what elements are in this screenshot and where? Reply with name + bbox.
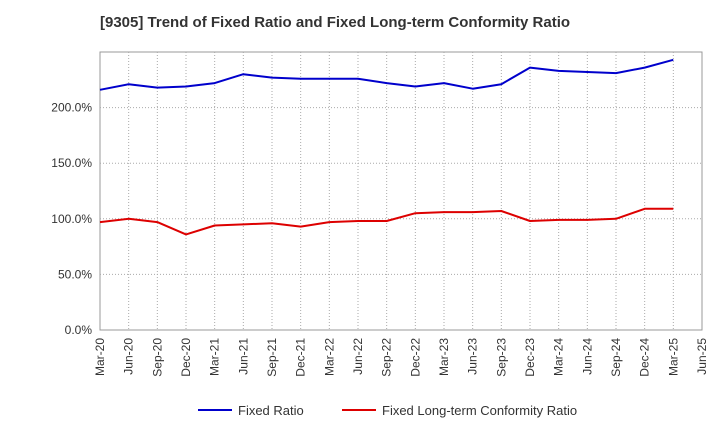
axis-layer: 0.0% 50.0% 100.0% 150.0% 200.0% Mar-20 Jun-20 S… [51, 101, 709, 377]
grid-layer [99, 51, 703, 331]
series-line-1 [99, 58, 674, 91]
chart-title: [9305] Trend of Fixed Ratio and Fixed Lo… [100, 14, 571, 31]
x-tick-label: Jun-20 [122, 338, 136, 375]
y-tick-label: 100.0% [51, 212, 92, 226]
y-tick-label: 0.0% [65, 323, 93, 337]
x-tick-label: Jun-24 [580, 338, 594, 375]
x-tick-label: Jun-21 [236, 338, 250, 375]
x-tick-label: Dec-23 [523, 338, 537, 377]
y-tick-label: 200.0% [51, 101, 92, 115]
y-tick-label: 150.0% [51, 156, 92, 170]
x-tick-label: Mar-24 [552, 338, 566, 376]
y-tick-label: 50.0% [58, 267, 92, 281]
x-tick-label: Mar-22 [322, 338, 336, 376]
legend: Fixed Ratio Fixed Long-term Conformity Ra… [198, 403, 577, 418]
x-tick-label: Sep-20 [150, 338, 164, 377]
x-tick-label: Jun-25 [695, 338, 709, 375]
legend-label-2: Fixed Long-term Conformity Ratio [382, 403, 577, 418]
x-tick-label: Mar-23 [437, 338, 451, 376]
x-tick-label: Dec-22 [408, 338, 422, 377]
x-tick-label: Sep-21 [265, 338, 279, 377]
x-tick-label: Sep-22 [380, 338, 394, 377]
x-tick-label: Dec-24 [638, 338, 652, 377]
series-layer [99, 58, 674, 236]
x-tick-label: Mar-20 [93, 338, 107, 376]
series-line-2 [99, 207, 674, 236]
x-tick-label: Jun-22 [351, 338, 365, 375]
x-tick-label: Dec-21 [294, 338, 308, 377]
legend-label-1: Fixed Ratio [238, 403, 304, 418]
x-tick-label: Sep-23 [494, 338, 508, 377]
x-tick-label: Mar-21 [208, 338, 222, 376]
x-tick-label: Dec-20 [179, 338, 193, 377]
x-tick-label: Sep-24 [609, 338, 623, 377]
x-tick-label: Jun-23 [466, 338, 480, 375]
plot-frame [99, 51, 703, 331]
x-tick-label: Mar-25 [666, 338, 680, 376]
